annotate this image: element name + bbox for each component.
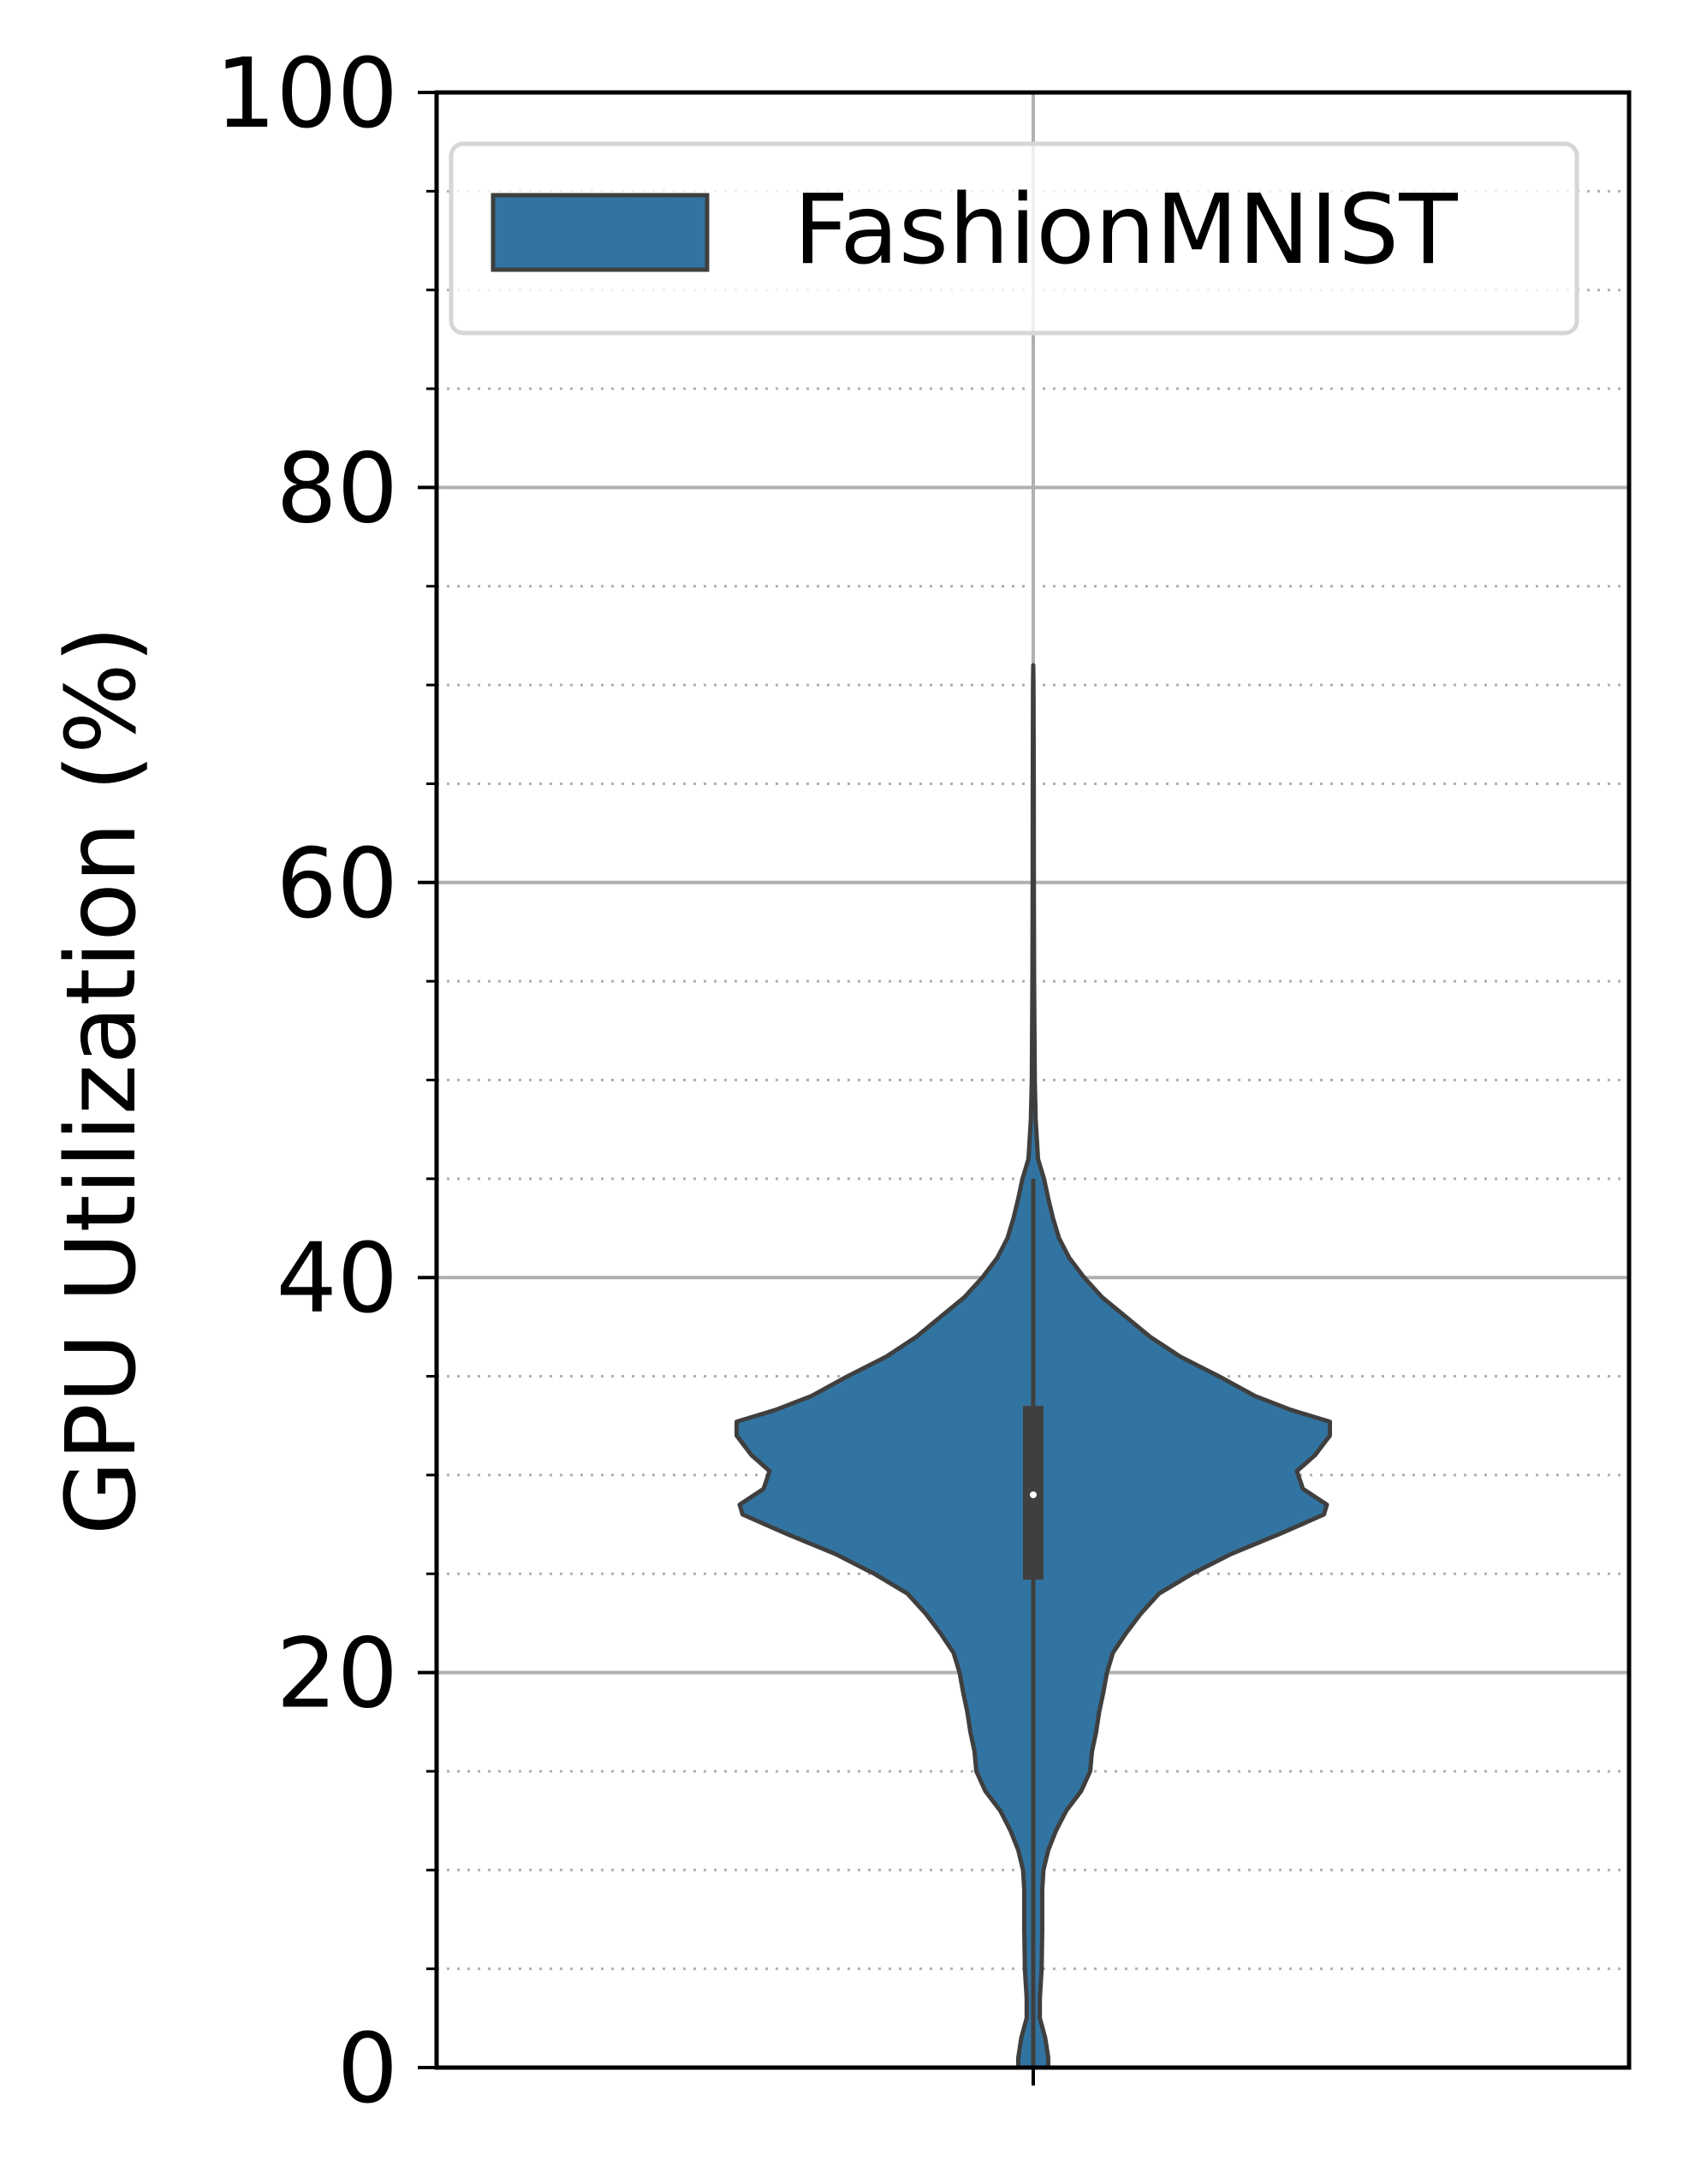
legend-label-fashionmnist: FashionMNIST	[794, 175, 1458, 286]
y-tick-label: 80	[276, 433, 398, 545]
y-axis: 0 20 40 60 80 100	[215, 39, 437, 2125]
violin-layer	[734, 663, 1332, 2070]
y-tick-label: 0	[337, 2014, 398, 2125]
legend-box	[449, 141, 1579, 336]
legend-swatch-fashionmnist	[491, 193, 710, 272]
y-tick-label: 60	[276, 829, 398, 940]
violin-median-point	[1030, 1491, 1037, 1498]
y-tick-label: 40	[276, 1223, 398, 1335]
y-tick-label: 20	[276, 1619, 398, 1730]
legend: FashionMNIST	[449, 141, 1579, 336]
y-tick-label: 100	[215, 39, 398, 150]
y-axis-label: GPU Utilization (%)	[46, 626, 158, 1536]
